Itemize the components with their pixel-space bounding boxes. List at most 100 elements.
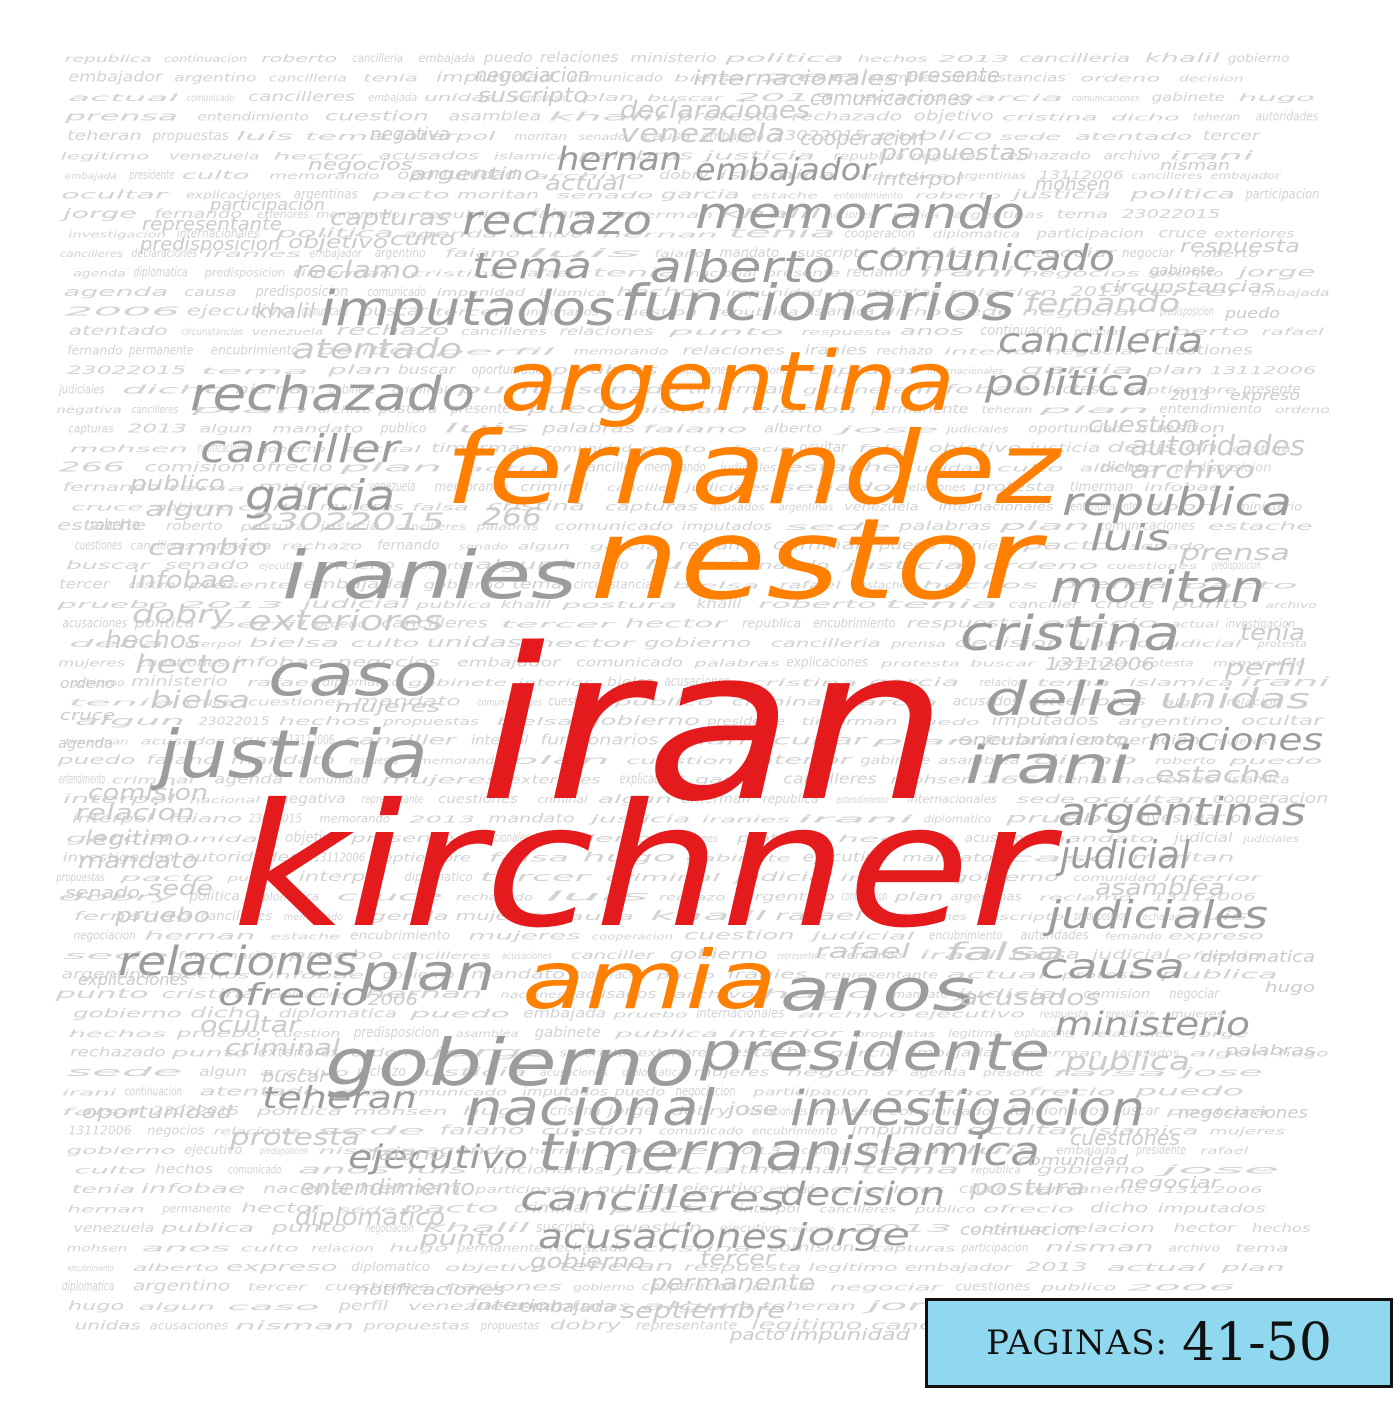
cloud-word-secondary-140: dicho	[1100, 460, 1145, 476]
cloud-word-secondary-129: interior	[470, 1298, 562, 1314]
svg-text:explicaciones: explicaciones	[1014, 1026, 1075, 1040]
svg-text:embajada: embajada	[1251, 288, 1329, 299]
cloud-word-secondary-40: causa	[1040, 947, 1185, 987]
svg-text:comunidad: comunidad	[299, 775, 369, 787]
cloud-word-secondary-81: cooperacion	[800, 126, 925, 150]
svg-text:gobierno: gobierno	[424, 578, 505, 592]
svg-text:protesta: protesta	[735, 832, 820, 845]
cloud-word-secondary-8: canciller	[200, 427, 403, 471]
svg-text:tema: tema	[200, 366, 310, 377]
svg-text:plan: plan	[996, 519, 1090, 533]
cloud-word-secondary-78: cuestiones	[1070, 1126, 1180, 1150]
svg-text:13112006: 13112006	[1152, 891, 1256, 904]
svg-text:timerman: timerman	[1010, 1049, 1103, 1060]
svg-text:cruce: cruce	[186, 697, 232, 709]
svg-text:pacto: pacto	[400, 1202, 498, 1217]
svg-text:argentino: argentino	[743, 891, 835, 904]
svg-text:alberto: alberto	[1080, 463, 1158, 475]
svg-text:iranies: iranies	[205, 249, 302, 260]
svg-text:cristina: cristina	[642, 1244, 753, 1255]
svg-text:rafael: rafael	[780, 579, 842, 592]
svg-text:propuestas: propuestas	[854, 1030, 936, 1040]
svg-text:tercer: tercer	[1203, 128, 1262, 144]
cloud-word-secondary-17: nacional	[465, 1079, 715, 1137]
svg-text:tenia: tenia	[885, 597, 999, 611]
svg-text:cancilleres: cancilleres	[1131, 171, 1203, 182]
svg-text:propuestas: propuestas	[362, 1319, 470, 1333]
svg-text:ofrecio: ofrecio	[1009, 1086, 1118, 1099]
svg-text:acusados: acusados	[964, 831, 1031, 845]
svg-text:legitimo: legitimo	[751, 1318, 863, 1334]
svg-text:cruce: cruce	[1158, 227, 1206, 242]
svg-text:argentino: argentino	[375, 246, 426, 260]
svg-text:mujeres: mujeres	[694, 1066, 770, 1079]
cloud-word-secondary-50: fernando	[1025, 289, 1180, 319]
svg-text:representante: representante	[778, 951, 826, 962]
cloud-word-secondary-144: cruce	[60, 708, 115, 724]
svg-text:nacional: nacional	[690, 269, 758, 280]
svg-text:representante: representante	[636, 1319, 738, 1334]
svg-text:mujeres: mujeres	[320, 500, 404, 514]
svg-text:khalil: khalil	[1145, 51, 1221, 66]
svg-text:cancilleria: cancilleria	[352, 51, 403, 65]
svg-text:investigacion: investigacion	[63, 851, 175, 865]
svg-text:archivo: archivo	[531, 172, 646, 182]
svg-text:embajador: embajador	[69, 70, 164, 86]
svg-text:funcionarios: funcionarios	[517, 307, 599, 319]
svg-text:judicial: judicial	[1089, 948, 1171, 963]
svg-text:predisposicion: predisposicion	[1159, 304, 1213, 319]
svg-text:impunidad: impunidad	[437, 286, 526, 299]
svg-text:postura: postura	[1164, 1106, 1268, 1118]
svg-text:publico: publico	[612, 697, 714, 709]
svg-text:estache: estache	[1208, 520, 1313, 533]
svg-text:negociar: negociar	[1017, 245, 1118, 260]
svg-text:hector: hector	[625, 616, 729, 631]
svg-text:circunstancias: circunstancias	[947, 72, 1066, 85]
svg-text:entendimiento: entendimiento	[836, 795, 888, 806]
svg-text:faiano: faiano	[445, 246, 520, 260]
svg-text:protesta: protesta	[879, 660, 960, 670]
svg-text:imputados: imputados	[522, 1086, 608, 1099]
svg-text:politica: politica	[1128, 187, 1235, 203]
svg-text:ofrecio: ofrecio	[1176, 951, 1263, 962]
svg-text:pacto: pacto	[370, 189, 450, 202]
svg-text:comunicado: comunicado	[890, 1105, 993, 1118]
svg-text:embajador: embajador	[457, 656, 561, 671]
svg-text:faiano: faiano	[531, 206, 594, 221]
svg-text:algun: algun	[199, 1064, 247, 1080]
svg-text:cristina: cristina	[1232, 444, 1291, 455]
cloud-word-secondary-88: respuesta	[1180, 236, 1300, 257]
svg-text:fernando: fernando	[561, 558, 629, 573]
svg-text:encubrimiento: encubrimiento	[350, 928, 450, 943]
svg-text:hernan: hernan	[144, 929, 255, 943]
svg-text:ofrecio: ofrecio	[718, 445, 793, 455]
svg-text:interpol: interpol	[180, 639, 242, 650]
svg-text:capturas: capturas	[530, 1299, 630, 1313]
svg-text:algun: algun	[138, 1302, 215, 1313]
cloud-word-secondary-136: 2006	[368, 990, 418, 1009]
svg-text:agenda: agenda	[402, 229, 498, 241]
svg-text:hechos: hechos	[616, 284, 710, 299]
svg-text:algun: algun	[475, 558, 555, 573]
svg-text:presente: presente	[349, 832, 455, 845]
svg-text:protesta: protesta	[204, 540, 271, 553]
svg-text:interpol: interpol	[471, 734, 529, 749]
svg-text:suscripto: suscripto	[1147, 269, 1224, 280]
svg-text:plan: plan	[1219, 1261, 1285, 1274]
svg-text:legitimo: legitimo	[808, 1262, 897, 1274]
svg-text:jorge: jorge	[425, 1045, 551, 1061]
svg-text:entendimiento: entendimiento	[198, 111, 310, 124]
svg-text:negociar: negociar	[830, 1283, 944, 1294]
svg-text:roberto: roberto	[758, 597, 877, 611]
svg-text:khalil: khalil	[720, 207, 822, 222]
svg-text:tercer: tercer	[59, 578, 112, 593]
svg-text:senado: senado	[459, 543, 509, 553]
svg-text:negativa: negativa	[56, 405, 121, 416]
svg-text:entendimiento: entendimiento	[1159, 402, 1262, 416]
svg-text:luis: luis	[528, 246, 641, 260]
svg-text:capturas: capturas	[802, 1144, 853, 1157]
svg-text:archivo: archivo	[1104, 149, 1161, 163]
cloud-word-secondary-127: circunstancias	[1100, 277, 1275, 296]
svg-text:relaciones: relaciones	[669, 833, 718, 845]
svg-text:plan: plan	[675, 735, 747, 748]
